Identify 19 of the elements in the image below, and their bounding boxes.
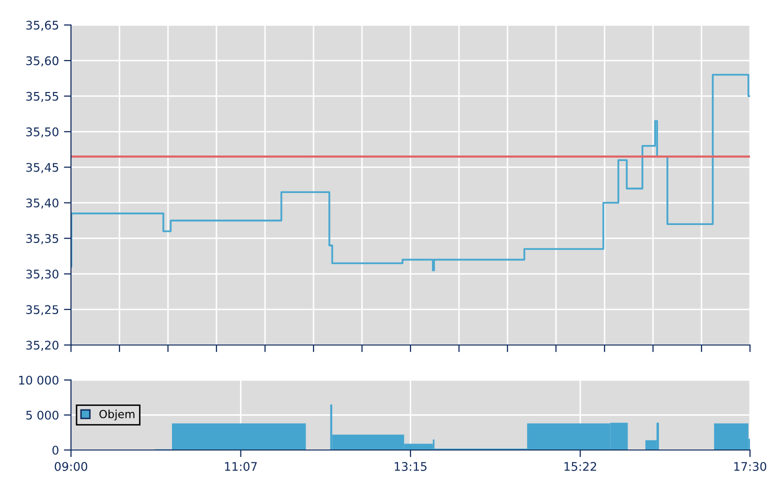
y-tick-label: 35,45 <box>26 162 58 174</box>
x-tick-label: 09:00 <box>54 462 88 471</box>
y-tick-label: 35,50 <box>26 127 58 138</box>
x-tick-label: 15:22 <box>564 462 596 471</box>
y-tick-label: 35,55 <box>26 92 58 102</box>
y-tick-label: 35,35 <box>26 234 58 244</box>
y-tick-label: 35,65 <box>26 20 58 31</box>
y-tick-label: 5 000 <box>26 410 58 420</box>
y-tick-label: 0 <box>52 446 58 455</box>
y-tick-label: 10 000 <box>19 376 58 385</box>
y-tick-label: 35,25 <box>26 305 58 316</box>
y-tick-label: 35,60 <box>26 56 58 66</box>
x-tick-label: 11:07 <box>225 462 257 471</box>
y-tick-label: 35,20 <box>26 340 58 351</box>
y-tick-label: 35,40 <box>26 198 58 209</box>
legend-label: Objem <box>99 410 134 420</box>
x-tick-label: 17:30 <box>734 462 766 471</box>
y-tick-label: 35,30 <box>26 270 58 280</box>
x-tick-label: 13:15 <box>394 462 426 471</box>
